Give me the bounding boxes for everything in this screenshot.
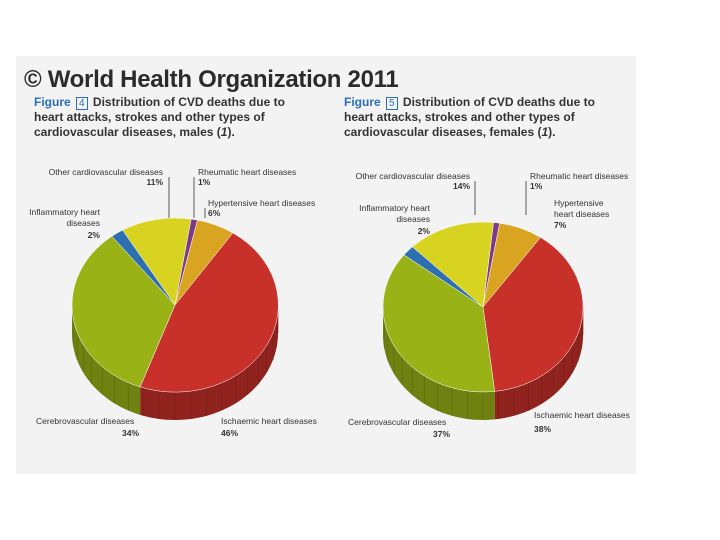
slice-label-cerebrovascular: Cerebrovascular diseases <box>36 416 134 426</box>
slice-label-rheumatic: Rheumatic heart diseases <box>198 167 296 177</box>
slice-label-inflammatory: Inflammatory heart diseases <box>29 207 100 228</box>
slice-value-inflammatory: 2% <box>88 230 101 240</box>
slice-value-other: 14% <box>453 181 470 191</box>
pie-slice-other <box>412 221 494 308</box>
figure-4-title-text: Distribution of CVD deaths due to heart … <box>34 95 285 139</box>
pie-side-cerebrovascular <box>383 307 495 420</box>
slice-value-rheumatic: 1% <box>530 181 543 191</box>
slice-label-hypertensive: Hypertensive heart diseases <box>554 198 609 219</box>
slice-label-other: Other cardiovascular diseases <box>49 167 163 177</box>
slice-value-other: 11% <box>146 177 163 187</box>
figure-4-title-ref: 1 <box>220 125 228 139</box>
figure-5-title-text: Distribution of CVD deaths due to heart … <box>344 95 595 139</box>
figure-5-title: Figure 5 Distribution of CVD deaths due … <box>344 95 624 140</box>
pie-side-ischaemic <box>140 305 278 420</box>
figure-4-title: Figure 4 Distribution of CVD deaths due … <box>34 95 314 140</box>
slice-value-ischaemic: 38% <box>534 424 551 434</box>
pie-slice-ischaemic <box>482 237 584 392</box>
figure-5-title-ref: 1 <box>541 125 549 139</box>
slice-value-hypertensive: 7% <box>554 220 567 230</box>
pie-slice-cerebrovascular <box>71 235 176 388</box>
pie-side-ischaemic <box>494 307 583 420</box>
figure-5-title-end: ). <box>548 125 556 139</box>
pie-slice-cerebrovascular <box>382 254 495 393</box>
figure-5-label: Figure <box>344 95 381 109</box>
slice-label-other: Other cardiovascular diseases <box>356 171 470 181</box>
slice-value-hypertensive: 6% <box>208 208 221 218</box>
slice-value-inflammatory: 2% <box>418 226 431 236</box>
slice-value-rheumatic: 1% <box>198 177 211 187</box>
pie-side-cerebrovascular <box>72 305 141 415</box>
slice-label-hypertensive: Hypertensive heart diseases <box>208 198 315 208</box>
slice-label-inflammatory: Inflammatory heart diseases <box>359 203 430 224</box>
slice-label-cerebrovascular: Cerebrovascular diseases <box>348 417 446 427</box>
slice-label-ischaemic: Ischaemic heart diseases <box>221 416 317 426</box>
slice-label-ischaemic: Ischaemic heart diseases <box>534 410 630 420</box>
pie-slice-other <box>122 217 192 306</box>
slice-value-ischaemic: 46% <box>221 428 238 438</box>
copyright-heading: © World Health Organization 2011 <box>24 66 399 93</box>
pie-slice-ischaemic <box>139 232 279 393</box>
slice-value-cerebrovascular: 34% <box>122 428 139 438</box>
slice-label-rheumatic: Rheumatic heart diseases <box>530 171 628 181</box>
figure-4-label: Figure <box>34 95 71 109</box>
slice-value-cerebrovascular: 37% <box>433 429 450 439</box>
figure-4-title-end: ). <box>227 125 235 139</box>
